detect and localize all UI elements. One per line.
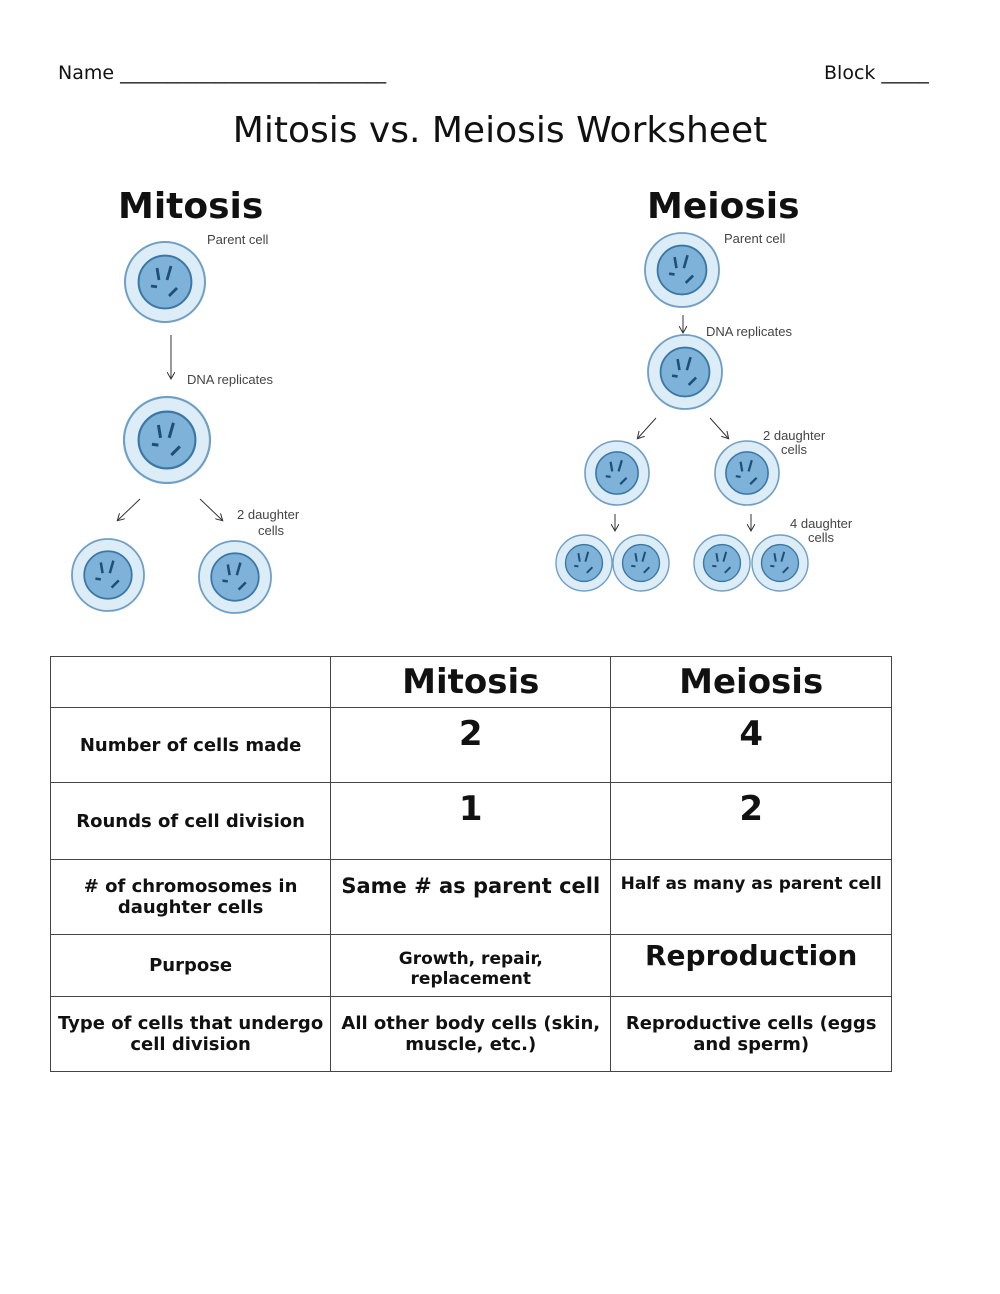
table-header-row: Mitosis Meiosis [49,656,892,708]
meiosis-value: Reproductive cells (eggs and sperm) [610,996,892,1072]
gamete-cell [555,534,613,592]
replicated-cell [122,395,212,485]
name-field-label: Name ____________________________ [58,62,387,84]
mitosis-heading: Mitosis [118,186,264,227]
arrow-right-icon [709,417,728,438]
mitosis-value: Growth, repair, replacement [330,934,612,997]
label-dna-replicates: DNA replicates [706,324,792,339]
label-daughters: 2 daughter [237,507,300,522]
daughter-cell [583,439,651,507]
parent-cell [123,240,207,324]
parent-cell [643,231,721,309]
daughter-cell [197,539,273,615]
table-row: # of chromosomes in daughter cells Same … [49,859,892,935]
mitosis-value: 2 [330,707,612,783]
table-row: Rounds of cell division 1 2 [49,782,892,860]
mitosis-value: Same # as parent cell [330,859,612,935]
meiosis-value: Reproduction [610,934,892,997]
table-row: Purpose Growth, repair, replacement Repr… [49,934,892,997]
arrow-right-icon [199,498,222,520]
label-parent-cell: Parent cell [207,232,269,247]
mitosis-value: 1 [330,782,612,860]
gamete-cell [751,534,809,592]
row-label: # of chromosomes in daughter cells [49,859,332,935]
mitosis-value: All other body cells (skin, muscle, etc.… [330,996,612,1072]
meiosis-value: 4 [610,707,892,783]
gamete-cell [612,534,670,592]
row-label: Type of cells that undergo cell division [49,996,332,1072]
row-label: Rounds of cell division [49,782,332,860]
daughter-cell [70,537,146,613]
cell-division-diagram: Parent cell DNA replicates 2 daughter ce… [70,231,853,615]
table-row: Number of cells made 2 4 [49,707,892,783]
meiosis-heading: Meiosis [647,186,800,227]
arrow-left-icon [638,417,657,438]
arrow-left-icon [118,498,141,520]
label-daughters: 2 daughter [763,428,826,443]
row-label: Number of cells made [49,707,332,783]
gamete-cell [693,534,751,592]
header-empty [49,656,332,708]
label-parent-cell: Parent cell [724,231,786,246]
meiosis-diagram: Parent cell DNA replicates 2 daughter ce… [555,231,853,592]
mitosis-diagram: Parent cell DNA replicates 2 daughter ce… [70,232,300,615]
replicated-cell [646,333,724,411]
meiosis-value: 2 [610,782,892,860]
page-title: Mitosis vs. Meiosis Worksheet [232,110,768,151]
table-row: Type of cells that undergo cell division… [49,996,892,1072]
header-mitosis: Mitosis [330,656,612,708]
row-label: Purpose [49,934,332,997]
header-meiosis: Meiosis [610,656,892,708]
label-daughters-cells: cells [258,523,285,538]
block-field-label: Block _____ [824,62,929,84]
comparison-table: Mitosis Meiosis Number of cells made 2 4… [49,656,892,1072]
daughter-cell [713,439,781,507]
label-4-daughters-cells: cells [808,530,835,545]
label-dna-replicates: DNA replicates [187,372,273,387]
meiosis-value: Half as many as parent cell [610,859,892,935]
label-daughters-cells: cells [781,442,808,457]
label-4-daughters: 4 daughter [790,516,853,531]
